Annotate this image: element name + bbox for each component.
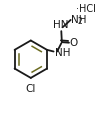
Text: HN: HN (53, 20, 69, 30)
Text: NH: NH (55, 48, 70, 58)
Text: 2: 2 (77, 17, 82, 26)
Text: ·HCl: ·HCl (76, 4, 95, 14)
Text: Cl: Cl (26, 84, 36, 94)
Text: NH: NH (71, 15, 87, 25)
Text: O: O (70, 37, 78, 47)
